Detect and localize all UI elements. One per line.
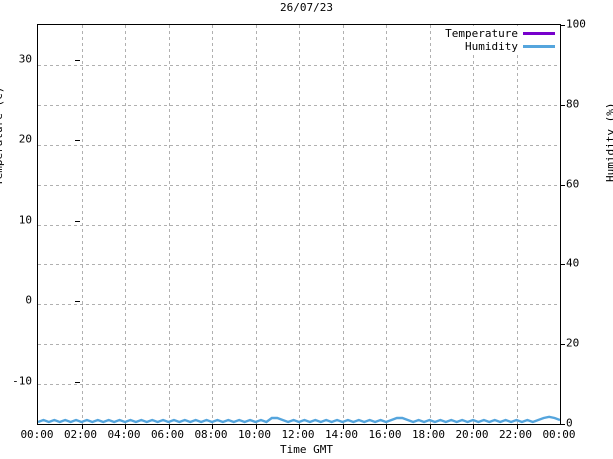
x-axis-ticklabels: 00:00 02:00 04:00 06:00 08:00 10:00 12:00 14:00…	[20, 428, 575, 442]
x-axis-tickmark	[473, 424, 474, 429]
y-axis-right-tickmark	[560, 424, 565, 425]
legend-item-temperature: Temperature	[437, 27, 555, 40]
x-axis-tick: 18:00	[411, 428, 446, 441]
x-axis-title: Time GMT	[280, 443, 333, 456]
y-axis-right-tick: 100	[566, 17, 586, 31]
x-axis-tick: 10:00	[237, 428, 272, 441]
plot-area	[37, 24, 565, 429]
y-axis-left-title: Temperature (C)	[0, 86, 5, 186]
x-axis-tickmark	[517, 424, 518, 429]
chart-legend: Temperature Humidity	[435, 26, 557, 54]
x-axis-tickmark	[256, 424, 257, 429]
x-axis-tick: 20:00	[455, 428, 489, 441]
x-axis-tick: 00:00	[542, 428, 576, 441]
legend-swatch-temperature	[523, 32, 555, 35]
x-axis-tick: 08:00	[194, 428, 228, 441]
x-axis-tick: 02:00	[63, 428, 98, 441]
x-axis-tick: 12:00	[281, 428, 315, 441]
y-axis-left-tickmark	[75, 140, 80, 141]
x-axis-tickmark	[125, 424, 126, 429]
x-axis-tickmark	[430, 424, 431, 429]
y-axis-right-ticklabels: 100 80 60 40 20 0	[566, 18, 600, 430]
y-axis-left-tickmark	[75, 60, 80, 61]
x-axis-tick: 00:00	[20, 428, 54, 441]
y-axis-left-tick: 0	[25, 293, 32, 307]
x-axis-tickmark	[386, 424, 387, 429]
x-axis-tickmark	[299, 424, 300, 429]
x-axis-tick: 14:00	[324, 428, 359, 441]
y-axis-right-tickmark	[560, 25, 565, 26]
y-axis-right-tick: 20	[566, 336, 580, 350]
y-axis-right-title: Humidity (%)	[604, 102, 613, 182]
y-axis-right-tick: 0	[566, 416, 573, 430]
y-axis-right-tickmark	[560, 344, 565, 345]
y-axis-left-tick: -10	[12, 374, 32, 388]
y-axis-left-ticklabels: 30 20 10 0 -10	[0, 24, 32, 423]
x-axis-tick: 04:00	[107, 428, 141, 441]
x-axis-tick: 22:00	[498, 428, 533, 441]
legend-label-temperature: Temperature	[445, 27, 518, 40]
y-axis-left-tick: 10	[18, 213, 32, 227]
y-axis-left-tickmark	[75, 382, 80, 383]
y-axis-right-tickmark	[560, 105, 565, 106]
x-axis-tick: 16:00	[368, 428, 402, 441]
y-axis-left-tick: 20	[18, 132, 32, 146]
x-axis-tick: 06:00	[150, 428, 185, 441]
chart-title: 26/07/23	[280, 1, 333, 14]
y-axis-left-tick: 30	[18, 52, 32, 66]
gridlines	[38, 25, 560, 424]
x-axis-tickmark	[82, 424, 83, 429]
y-axis-right-tick: 80	[566, 97, 580, 111]
x-axis-tickmark	[343, 424, 344, 429]
y-axis-right-tickmark	[560, 264, 565, 265]
legend-item-humidity: Humidity	[437, 40, 555, 53]
legend-label-humidity: Humidity	[465, 40, 518, 53]
data-series-layer	[38, 415, 560, 424]
y-axis-right-tick: 60	[566, 177, 580, 191]
y-axis-left-tickmark	[75, 221, 80, 222]
y-axis-right-tick: 40	[566, 256, 580, 270]
y-axis-right-tickmark	[560, 185, 565, 186]
y-axis-left-tickmark	[75, 301, 80, 302]
x-axis-tickmark	[169, 424, 170, 429]
legend-swatch-humidity	[523, 45, 555, 48]
x-axis-tickmark	[212, 424, 213, 429]
